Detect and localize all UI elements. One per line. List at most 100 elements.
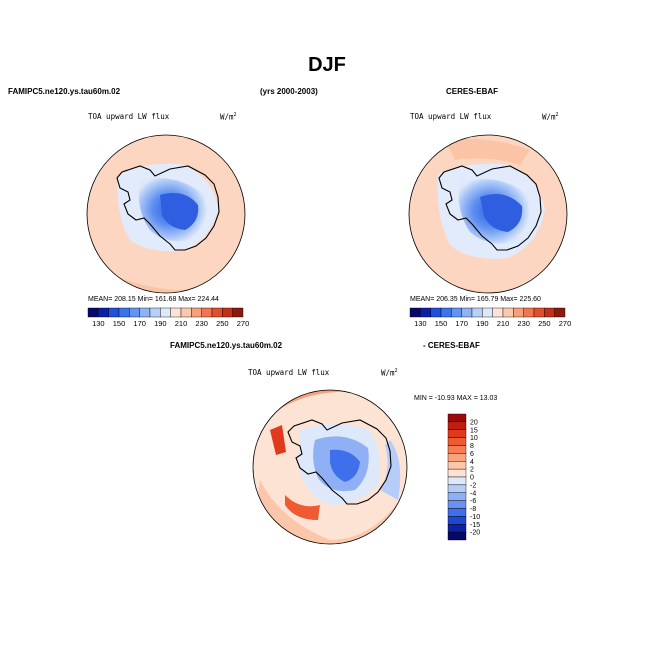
model-colorbar: 130 150 170 190 210 230 250 270 — [87, 307, 250, 328]
model-units-label: W/m2 — [220, 112, 237, 122]
colorbar-swatch — [201, 307, 213, 318]
diff-polar-map — [253, 390, 407, 544]
colorbar-swatch — [447, 453, 467, 462]
obs-stats: MEAN= 206.35 Min= 165.79 Max= 225.60 — [410, 296, 541, 303]
colorbar-swatch — [170, 307, 182, 318]
colorbar-tick-label: 250 — [538, 319, 551, 328]
colorbar-tick-label: -8 — [470, 506, 476, 513]
colorbar-swatch — [409, 307, 421, 318]
obs-polar-map — [409, 135, 567, 293]
model-polar-map — [87, 135, 245, 293]
colorbar-swatch — [447, 516, 467, 525]
colorbar-swatch — [222, 307, 233, 318]
colorbar-tick-label: 270 — [559, 319, 572, 328]
model-stats: MEAN= 208.15 Min= 161.68 Max= 224.44 — [88, 296, 219, 303]
colorbar-swatch — [211, 307, 223, 318]
colorbar-tick-label: 210 — [175, 319, 188, 328]
colorbar-tick-label: 2 — [470, 467, 474, 474]
diff-map-border — [252, 389, 408, 545]
colorbar-swatch — [513, 307, 524, 318]
colorbar-tick-label: 230 — [195, 319, 208, 328]
diff-stats: MIN = -10.93 MAX = 13.03 — [414, 395, 498, 402]
obs-map-border — [408, 134, 568, 294]
colorbar-swatch — [420, 307, 431, 318]
colorbar-swatch — [108, 307, 120, 318]
obs-name: CERES-EBAF — [446, 87, 499, 96]
colorbar-swatch — [523, 307, 535, 318]
colorbar-swatch — [129, 307, 140, 318]
colorbar-swatch — [447, 531, 467, 541]
colorbar-swatch — [232, 307, 244, 318]
colorbar-tick-label: 230 — [517, 319, 530, 328]
colorbar-tick-label: 0 — [470, 475, 474, 482]
colorbar-swatch — [447, 468, 467, 478]
colorbar-tick-label: 210 — [497, 319, 510, 328]
colorbar-tick-label: 15 — [470, 427, 478, 434]
colorbar-tick-label: 270 — [237, 319, 250, 328]
colorbar-swatch — [502, 307, 514, 318]
colorbar-tick-label: 150 — [113, 319, 126, 328]
colorbar-tick-label: 130 — [92, 319, 105, 328]
colorbar-tick-label: 10 — [470, 435, 478, 442]
obs-variable-label: TOA upward LW flux — [410, 112, 492, 121]
colorbar-swatch — [451, 307, 462, 318]
colorbar-swatch — [447, 413, 467, 423]
colorbar-swatch — [447, 476, 467, 486]
model-antarctic-coastline — [116, 165, 220, 251]
colorbar-swatch — [447, 484, 467, 493]
colorbar-swatch — [180, 307, 192, 318]
colorbar-swatch — [118, 307, 130, 318]
colorbar-tick-label: 6 — [470, 451, 474, 458]
colorbar-swatch — [492, 307, 504, 318]
obs-units-label: W/m2 — [542, 112, 559, 122]
colorbar-swatch — [440, 307, 452, 318]
colorbar-tick-label: 170 — [455, 319, 468, 328]
colorbar-swatch — [544, 307, 555, 318]
colorbar-swatch — [149, 307, 161, 318]
colorbar-tick-label: 150 — [435, 319, 448, 328]
colorbar-swatch — [482, 307, 493, 318]
colorbar-tick-label: -15 — [470, 522, 480, 529]
colorbar-swatch — [447, 500, 467, 509]
colorbar-tick-label: -20 — [470, 530, 480, 537]
colorbar-swatch — [139, 307, 151, 318]
colorbar-tick-label: 250 — [216, 319, 229, 328]
colorbar-swatch — [533, 307, 545, 318]
diff-model-name: FAMIPC5.ne120.ys.tau60m.02 — [170, 341, 283, 350]
colorbar-swatch — [191, 307, 202, 318]
colorbar-swatch — [447, 445, 467, 454]
diff-obs-name: - CERES-EBAF — [423, 341, 480, 350]
model-case-name: FAMIPC5.ne120.ys.tau60m.02 — [8, 87, 121, 96]
colorbar-tick-label: -10 — [470, 514, 480, 521]
colorbar-tick-label: 130 — [414, 319, 427, 328]
diff-antarctic-coastline — [287, 419, 392, 505]
colorbar-swatch — [447, 508, 467, 517]
colorbar-tick-label: -4 — [470, 490, 476, 497]
colorbar-swatch — [87, 307, 99, 318]
colorbar-swatch — [554, 307, 566, 318]
colorbar-swatch — [160, 307, 171, 318]
obs-colorbar: 130 150 170 190 210 230 250 270 — [409, 307, 572, 328]
colorbar-swatch — [447, 524, 467, 533]
colorbar-swatch — [447, 461, 467, 470]
colorbar-swatch — [447, 429, 467, 438]
colorbar-tick-label: -6 — [470, 498, 476, 505]
colorbar-swatch — [98, 307, 109, 318]
diff-variable-label: TOA upward LW flux — [248, 368, 330, 377]
page-title: DJF — [308, 54, 346, 76]
colorbar-tick-label: 4 — [470, 459, 474, 466]
diff-units-label: W/m2 — [381, 368, 398, 378]
model-map-border — [86, 134, 246, 294]
colorbar-swatch — [471, 307, 483, 318]
colorbar-tick-label: 190 — [154, 319, 167, 328]
colorbar-swatch — [447, 492, 467, 501]
obs-antarctic-coastline — [438, 165, 542, 251]
colorbar-tick-label: 190 — [476, 319, 489, 328]
colorbar-swatch — [447, 437, 467, 446]
colorbar-tick-label: 170 — [133, 319, 146, 328]
colorbar-tick-label: 8 — [470, 443, 474, 450]
years-label: (yrs 2000-2003) — [260, 87, 318, 96]
colorbar-tick-label: -2 — [470, 482, 476, 489]
colorbar-tick-label: 20 — [470, 419, 478, 426]
